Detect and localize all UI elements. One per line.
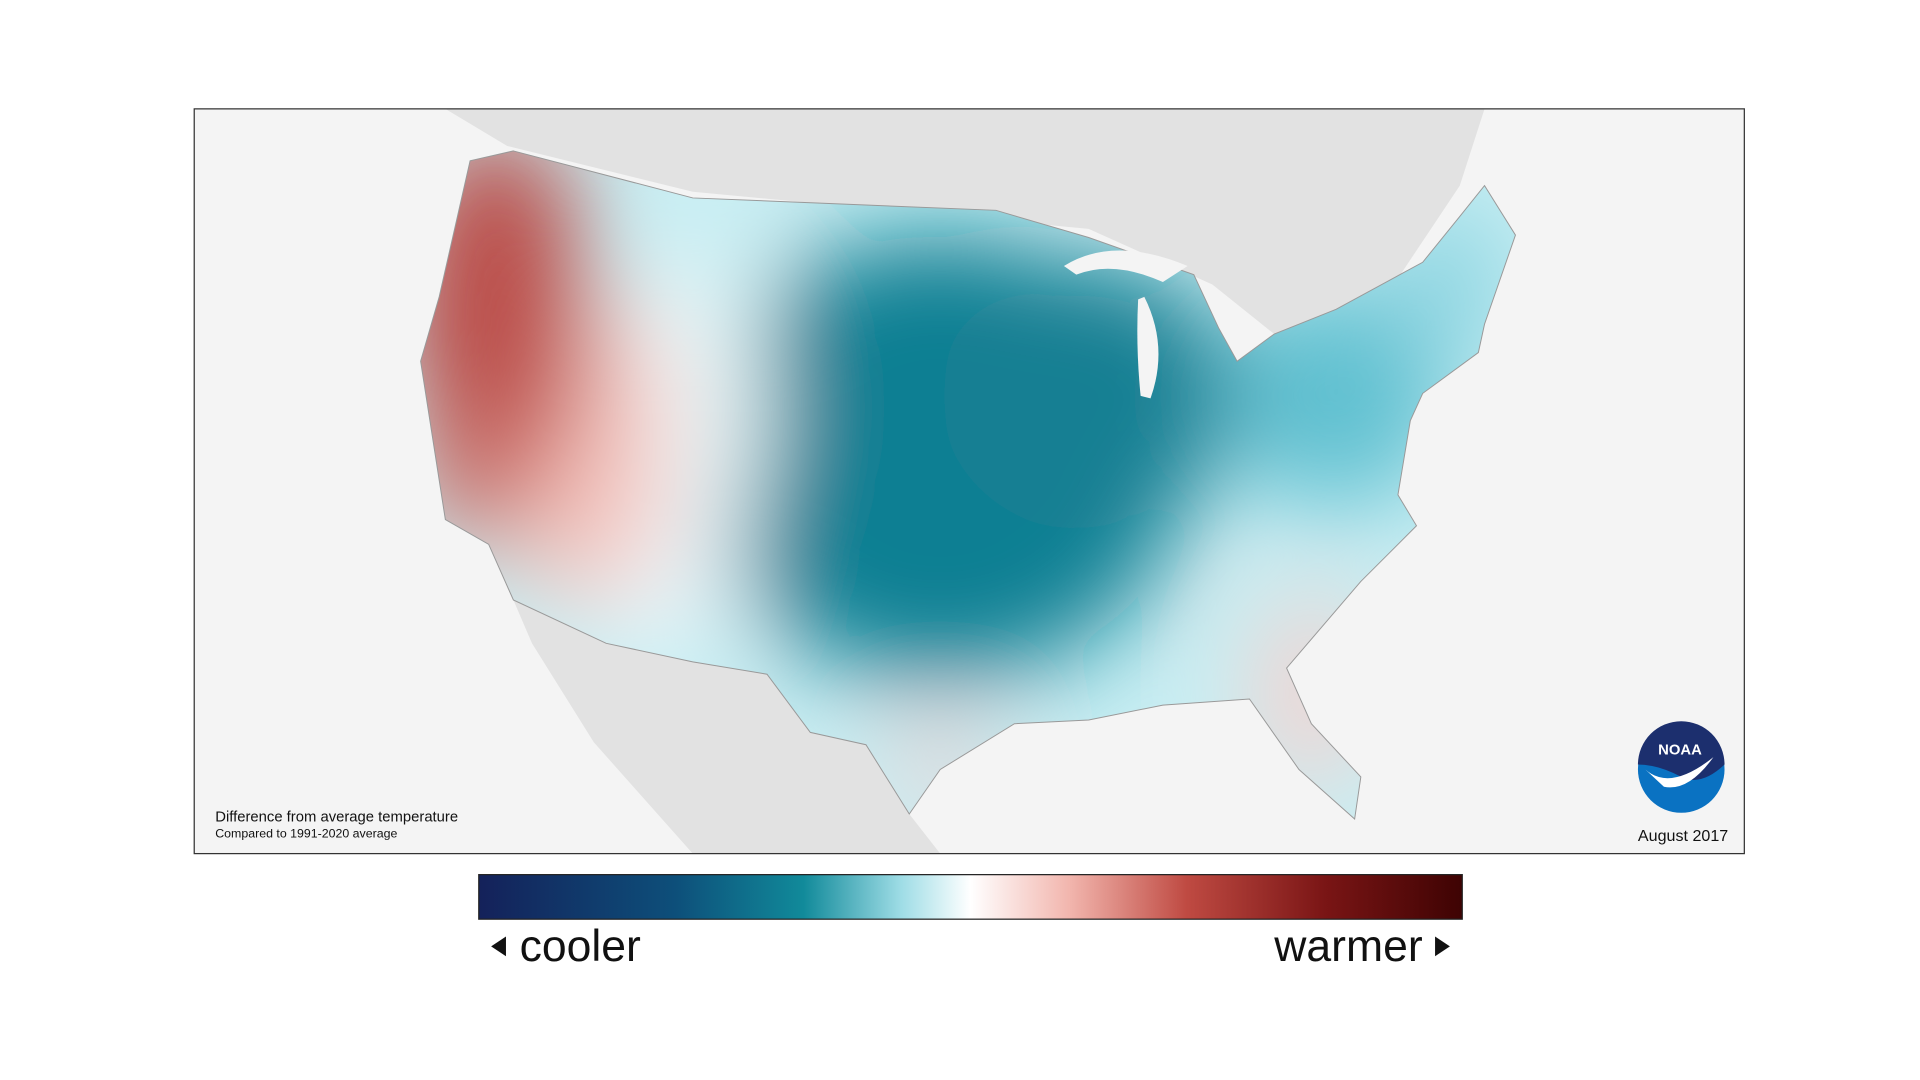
legend-high: warmer bbox=[1273, 922, 1423, 971]
date-label: August 2017 bbox=[1638, 827, 1728, 845]
color-bar bbox=[478, 874, 1463, 920]
legend-low: cooler bbox=[520, 922, 641, 971]
noaa-logo: NOAA bbox=[1637, 721, 1725, 813]
map-frame bbox=[193, 108, 1745, 855]
note-subtitle: Compared to 1991-2020 average bbox=[215, 827, 397, 841]
logo-text: NOAA bbox=[1658, 743, 1702, 759]
lake-superior bbox=[1063, 250, 1188, 283]
mexico bbox=[513, 600, 941, 854]
anomaly-field bbox=[420, 150, 1516, 819]
cooler-arrow bbox=[491, 936, 506, 957]
map-area bbox=[194, 108, 1745, 854]
canada bbox=[445, 108, 1485, 335]
note-title: Difference from average temperature bbox=[215, 809, 458, 825]
warmer-arrow bbox=[1435, 936, 1450, 957]
us-outline bbox=[420, 150, 1517, 820]
lake-michigan bbox=[1137, 296, 1159, 399]
